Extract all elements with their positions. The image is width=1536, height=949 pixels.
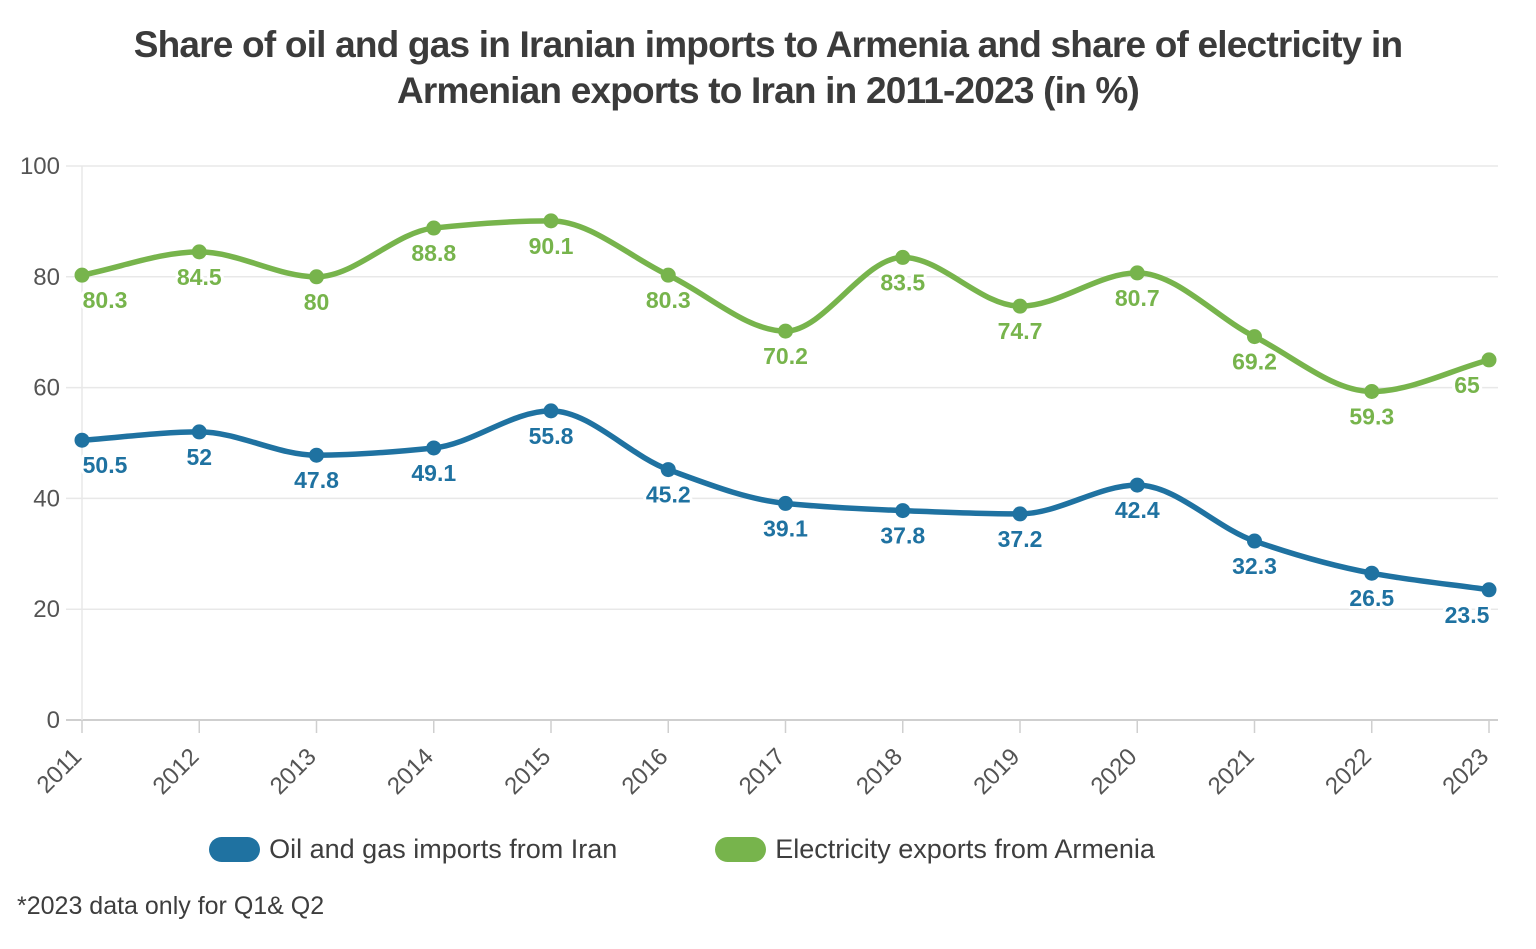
data-point-1-2022 [1364,383,1380,399]
chart-title-line-2: Armenian exports to Iran in 2011-2023 (i… [396,70,1140,111]
data-label-1-2022: 59.3 [1349,403,1394,429]
data-label-1-2015: 90.1 [529,233,574,259]
data-point-1-2016 [660,267,676,283]
y-axis-tick-label-0: 0 [47,707,60,734]
legend-item-electricity: Electricity exports from Armenia [715,834,1155,865]
data-point-1-2014 [426,220,442,236]
data-label-0-2014: 49.1 [411,460,456,486]
data-point-1-2012 [191,244,207,260]
data-label-1-2013: 80 [304,289,330,315]
legend-item-oil-gas: Oil and gas imports from Iran [209,834,617,865]
x-axis-label-2016: 2016 [617,743,674,800]
data-point-0-2019 [1012,506,1028,522]
data-label-0-2011: 50.5 [83,452,128,478]
data-point-1-2013 [309,269,324,285]
x-axis-label-2013: 2013 [265,743,322,800]
data-point-0-2016 [660,462,676,478]
data-point-1-2018 [895,249,911,265]
x-axis-label-2023: 2023 [1437,743,1494,800]
data-point-0-2022 [1364,565,1380,581]
data-point-0-2012 [191,424,207,440]
data-point-1-2019 [1012,298,1028,314]
legend-label-electricity: Electricity exports from Armenia [775,834,1155,864]
data-point-1-2017 [778,323,793,339]
data-point-1-2021 [1247,329,1262,345]
y-axis-tick-label-20: 20 [33,596,60,623]
data-label-1-2020: 80.7 [1115,285,1160,311]
x-axis-label-2020: 2020 [1086,743,1143,800]
data-label-1-2016: 80.3 [646,287,691,313]
data-label-0-2022: 26.5 [1349,585,1394,611]
data-label-0-2017: 39.1 [763,515,808,541]
data-label-1-2021: 69.2 [1232,349,1277,375]
x-axis-label-2022: 2022 [1320,743,1377,800]
data-point-1-2011 [74,267,90,283]
legend-label-oil-gas: Oil and gas imports from Iran [269,834,618,864]
data-label-0-2013: 47.8 [294,467,339,493]
data-label-0-2015: 55.8 [529,423,574,449]
data-label-1-2018: 83.5 [880,269,925,295]
x-axis-label-2019: 2019 [968,743,1025,800]
data-label-0-2021: 32.3 [1232,553,1277,579]
data-label-0-2012: 52 [186,444,212,470]
data-point-1-2020 [1129,265,1145,281]
data-point-0-2015 [543,403,559,419]
data-point-0-2014 [426,440,442,456]
data-label-1-2011: 80.3 [83,287,128,313]
y-axis-tick-label-60: 60 [33,375,60,402]
x-axis-label-2011: 2011 [32,743,88,799]
data-point-0-2018 [895,503,911,519]
data-label-1-2017: 70.2 [763,343,808,369]
legend-swatch-green-icon [715,837,767,862]
data-label-0-2019: 37.2 [998,526,1043,552]
x-axis-label-2014: 2014 [382,743,439,800]
legend-swatch-blue-icon [209,837,261,862]
data-point-0-2011 [74,432,90,448]
data-point-0-2017 [778,495,793,511]
y-axis-tick-label-80: 80 [33,264,60,291]
data-label-1-2012: 84.5 [177,264,222,290]
data-point-0-2013 [309,447,324,463]
data-point-0-2021 [1247,533,1262,549]
data-label-1-2019: 74.7 [998,318,1043,344]
data-point-1-2023 [1481,352,1497,368]
data-label-1-2014: 88.8 [411,240,456,266]
data-label-0-2018: 37.8 [880,523,925,549]
x-axis-label-2018: 2018 [851,743,908,800]
x-axis-label-2017: 2017 [734,743,791,800]
x-axis-label-2015: 2015 [499,743,556,800]
chart-title-line-1: Share of oil and gas in Iranian imports … [133,24,1403,65]
data-label-1-2023: 65 [1454,372,1480,398]
x-axis-label-2012: 2012 [148,743,205,800]
chart-title: Share of oil and gas in Iranian imports … [0,22,1536,114]
y-axis-tick-label-100: 100 [20,153,60,180]
x-axis-label-2021: 2021 [1203,743,1260,800]
data-point-0-2023 [1481,582,1497,598]
data-point-0-2020 [1129,477,1145,493]
y-axis-tick-label-40: 40 [33,485,60,512]
chart-footnote: *2023 data only for Q1& Q2 [17,892,325,920]
data-label-0-2016: 45.2 [646,482,691,508]
data-point-1-2015 [543,213,559,229]
data-label-0-2020: 42.4 [1115,497,1160,523]
chart-legend: Oil and gas imports from Iran Electricit… [0,834,1450,865]
data-label-0-2023: 23.5 [1445,602,1490,628]
